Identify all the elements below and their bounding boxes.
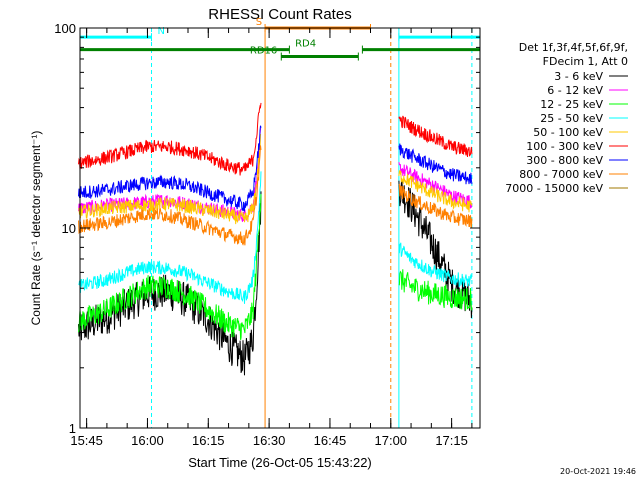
- series-line-8-part-1: [78, 145, 262, 246]
- x-tick-label-2: 16:00: [131, 433, 164, 448]
- legend-label-3: 12 - 25 keV: [540, 98, 603, 111]
- chart-title: RHESSI Count Rates: [208, 6, 351, 23]
- series-line-4-part-1: [78, 171, 262, 304]
- legend-label-9: 7000 - 15000 keV: [505, 182, 603, 195]
- series-line-1-part-1: [78, 191, 262, 376]
- state-bar-label-3: S: [256, 17, 262, 28]
- state-bar-label-4: RD4: [295, 39, 316, 50]
- plot-area: N S RD4 RD16: [78, 17, 481, 428]
- axes: 1 10 100 15:45 16:00 16:15 16:30 16:45 17:00 17:1…: [54, 21, 481, 448]
- series-line-2-part-2: [398, 162, 473, 209]
- state-bar-label-6: RD16: [250, 46, 277, 57]
- legend-label-7: 300 - 800 keV: [526, 154, 603, 167]
- series-line-7-part-2: [398, 143, 473, 185]
- legend-label-6: 100 - 300 keV: [526, 140, 603, 153]
- state-bar-label-2: N: [158, 26, 165, 37]
- x-axis-label: Start Time (26-Oct-05 15:43:22): [188, 455, 372, 470]
- series-line-3-part-2: [398, 269, 473, 311]
- series-line-7-part-1: [78, 125, 262, 212]
- info-line-2: FDecim 1, Att 0: [543, 55, 628, 68]
- y-tick-label-1: 1: [69, 421, 76, 436]
- series-line-8-part-2: [398, 183, 473, 229]
- legend-label-4: 25 - 50 keV: [540, 112, 603, 125]
- info-line-1: Det 1f,3f,4f,5f,6f,9f,: [519, 41, 628, 54]
- y-tick-label-3: 100: [54, 21, 76, 36]
- legend-label-2: 6 - 12 keV: [547, 84, 603, 97]
- x-tick-label-4: 16:30: [253, 433, 286, 448]
- x-tick-label-7: 17:15: [435, 433, 468, 448]
- legend: Det 1f,3f,4f,5f,6f,9f, FDecim 1, Att 0 3…: [505, 41, 628, 195]
- legend-label-1: 3 - 6 keV: [554, 70, 603, 83]
- x-tick-label-5: 16:45: [314, 433, 347, 448]
- legend-label-8: 800 - 7000 keV: [519, 168, 603, 181]
- y-tick-label-2: 10: [62, 221, 76, 236]
- series-line-4-part-2: [398, 242, 472, 288]
- series-line-5-part-2: [398, 170, 473, 213]
- series-line-3-part-1: [78, 194, 262, 340]
- timestamp: 20-Oct-2021 19:46: [560, 467, 636, 476]
- plot-frame: [79, 27, 481, 429]
- y-axis-label: Count Rate (s⁻¹ detector segment⁻¹): [29, 131, 43, 326]
- x-tick-label-6: 17:00: [375, 433, 408, 448]
- series-line-6-part-2: [398, 115, 473, 158]
- legend-label-5: 50 - 100 keV: [533, 126, 603, 139]
- x-tick-label-1: 15:45: [70, 433, 103, 448]
- x-tick-label-3: 16:15: [192, 433, 225, 448]
- series-line-6-part-1: [78, 102, 262, 176]
- series-line-5-part-1: [78, 133, 262, 225]
